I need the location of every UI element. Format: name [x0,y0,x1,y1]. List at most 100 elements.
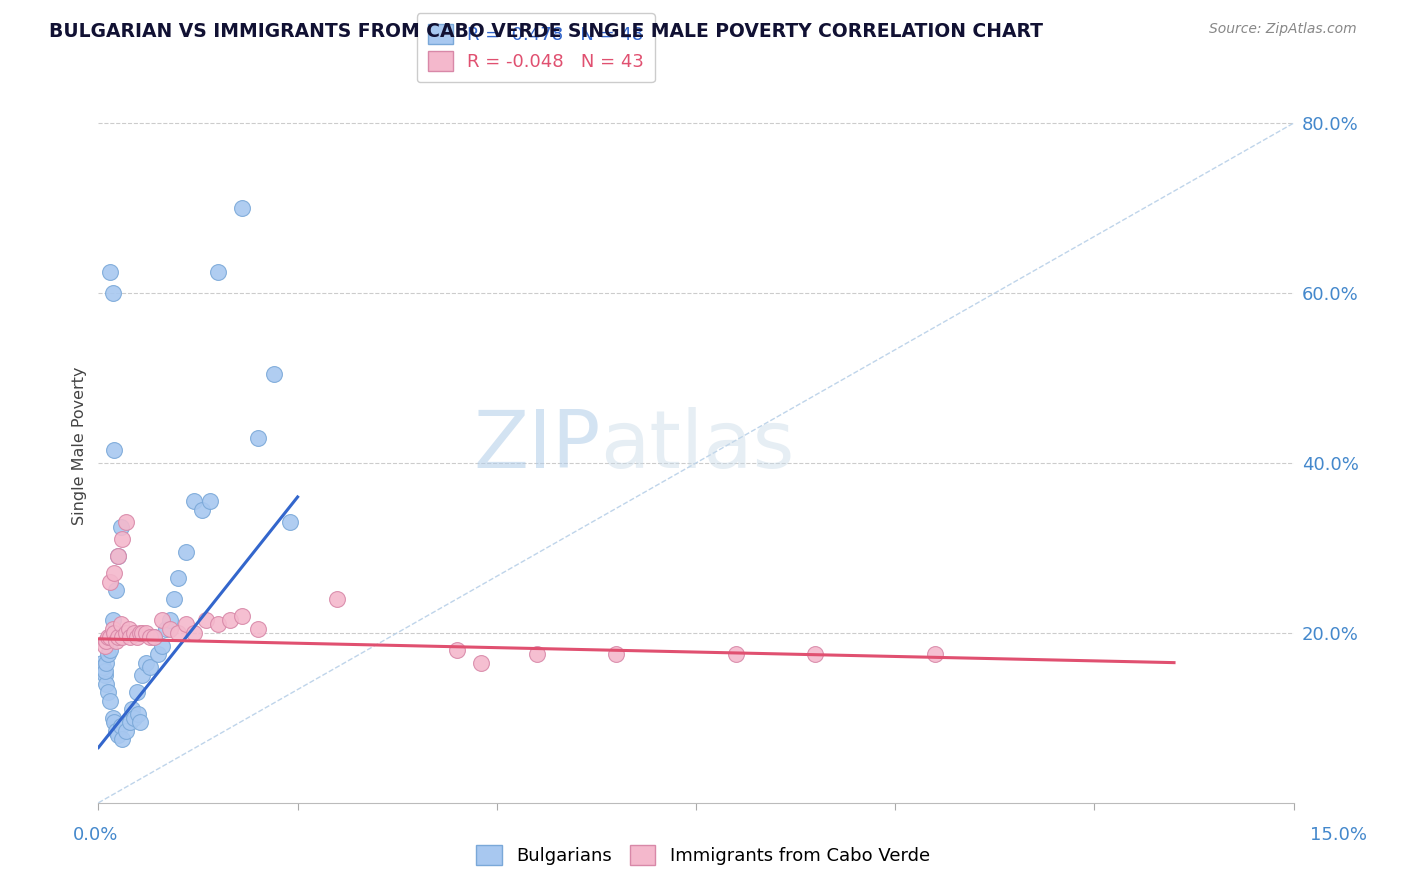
Point [96,634,118,648]
Point [103,566,125,581]
Point [231,201,253,215]
Point [107,549,129,564]
Point [97,685,120,699]
Point [103,443,125,458]
Point [128,715,150,730]
Point [174,545,197,559]
Point [94,668,117,682]
Point [526,647,548,661]
Point [278,516,301,530]
Point [107,549,129,564]
Point [143,630,166,644]
Point [111,533,134,547]
Point [131,626,153,640]
Point [198,494,221,508]
Point [118,622,141,636]
Point [326,591,349,606]
Point [125,685,148,699]
Legend: R =  0.478   N = 48, R = -0.048   N = 43: R = 0.478 N = 48, R = -0.048 N = 43 [416,13,655,82]
Point [101,613,124,627]
Point [148,647,170,661]
Point [150,639,173,653]
Point [91,656,114,670]
Point [174,617,197,632]
Point [163,591,186,606]
Point [207,617,229,632]
Text: atlas: atlas [600,407,794,485]
Text: ZIP: ZIP [472,407,600,485]
Point [246,622,269,636]
Point [115,626,138,640]
Point [804,647,827,661]
Point [167,626,190,640]
Point [97,647,120,661]
Point [98,694,122,708]
Point [104,583,127,598]
Point [470,656,492,670]
Point [724,647,747,661]
Point [110,519,132,533]
Point [104,723,127,738]
Point [605,647,627,661]
Point [446,643,468,657]
Point [111,732,134,747]
Point [135,656,157,670]
Point [246,430,269,444]
Point [139,660,162,674]
Y-axis label: Single Male Poverty: Single Male Poverty [72,367,87,525]
Point [101,286,124,301]
Point [128,626,150,640]
Point [94,664,117,678]
Point [103,715,125,730]
Point [139,630,162,644]
Point [96,656,118,670]
Point [159,622,181,636]
Point [143,630,166,644]
Point [111,630,134,644]
Point [219,613,242,627]
Point [183,494,205,508]
Point [121,702,143,716]
Legend: Bulgarians, Immigrants from Cabo Verde: Bulgarians, Immigrants from Cabo Verde [470,838,936,872]
Point [107,630,129,644]
Point [150,613,173,627]
Point [207,265,229,279]
Point [231,608,253,623]
Point [98,630,122,644]
Text: 0.0%: 0.0% [73,826,118,844]
Point [101,622,124,636]
Point [127,706,149,721]
Point [110,719,132,733]
Point [124,711,146,725]
Point [155,622,177,636]
Point [183,626,205,640]
Point [124,626,146,640]
Text: 15.0%: 15.0% [1310,826,1367,844]
Point [195,613,218,627]
Point [263,367,285,381]
Point [110,617,132,632]
Point [120,715,142,730]
Point [167,571,190,585]
Point [115,723,138,738]
Point [98,265,122,279]
Point [104,634,127,648]
Point [98,574,122,589]
Point [96,677,118,691]
Point [191,502,214,516]
Point [103,626,125,640]
Point [98,643,122,657]
Point [125,630,148,644]
Point [159,613,181,627]
Point [107,728,129,742]
Point [91,660,114,674]
Point [131,668,153,682]
Point [101,711,124,725]
Point [120,630,142,644]
Point [97,630,120,644]
Point [94,639,117,653]
Point [135,626,157,640]
Text: Source: ZipAtlas.com: Source: ZipAtlas.com [1209,22,1357,37]
Point [115,516,138,530]
Text: BULGARIAN VS IMMIGRANTS FROM CABO VERDE SINGLE MALE POVERTY CORRELATION CHART: BULGARIAN VS IMMIGRANTS FROM CABO VERDE … [49,22,1043,41]
